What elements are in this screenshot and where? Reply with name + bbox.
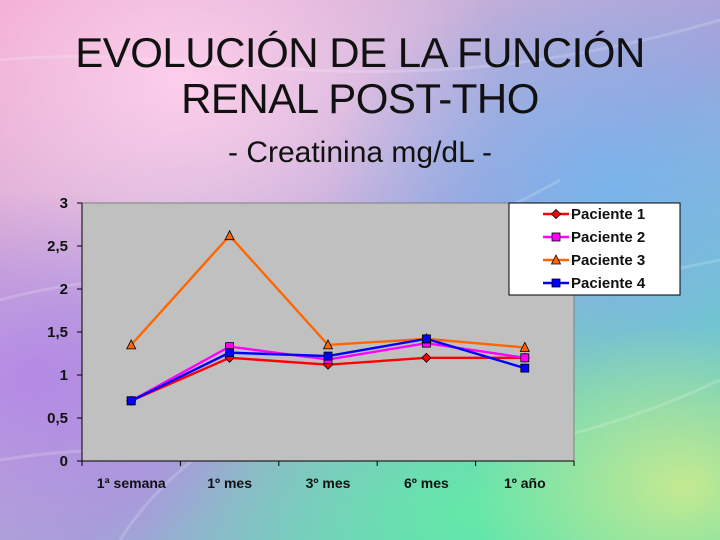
x-tick-label: 1º mes [207,475,252,491]
legend-entry: Paciente 4 [543,275,646,292]
series-4 [126,334,530,406]
x-tick-label: 6º mes [404,475,449,491]
legend-label: Paciente 1 [571,206,645,223]
legend-marker [551,278,561,288]
y-tick-label: 3 [60,195,68,212]
data-point [126,396,136,406]
title-line-2: RENAL POST-THO [181,75,539,122]
legend-marker [550,254,562,265]
legend-entry: Paciente 2 [543,229,645,246]
data-point [519,341,530,352]
legend: Paciente 1 Paciente 2 Paciente 3 Paciente 4 [508,202,681,296]
legend-box [508,202,681,296]
slide-title: EVOLUCIÓN DE LA FUNCIÓN RENAL POST-THO [0,30,720,122]
y-tick-label: 0,5 [47,410,68,427]
data-point [323,351,333,361]
y-tick-label: 2 [60,281,68,298]
legend-entry: Paciente 3 [543,252,645,269]
y-tick-label: 1 [60,367,68,384]
legend-marker [550,208,562,220]
data-point [322,339,334,350]
axes: 0 0,5 1 1,5 2 2,5 3 1ª semana 1º mes 3º mes 6º mes… [47,195,575,491]
x-tick-label: 1ª semana [97,475,166,491]
legend-marker [551,232,561,242]
data-point [225,348,235,358]
legend-entry: Paciente 1 [543,206,645,223]
legend-label: Paciente 4 [571,275,646,292]
data-point [224,229,235,241]
data-point [520,353,530,363]
title-line-1: EVOLUCIÓN DE LA FUNCIÓN [75,29,645,76]
x-tick-label: 3º mes [306,475,351,491]
slide-subtitle: - Creatinina mg/dL - [228,136,492,169]
legend-label: Paciente 2 [571,229,645,246]
y-tick-label: 0 [60,453,68,470]
data-point [520,363,530,373]
y-tick-label: 2,5 [47,238,68,255]
x-tick-label: 1º año [504,475,546,491]
legend-label: Paciente 3 [571,252,645,269]
data-point [126,339,137,350]
plot-area [81,202,575,462]
data-point [421,352,432,363]
y-tick-label: 1,5 [47,324,68,341]
data-point [421,334,431,344]
series-group [126,229,530,406]
